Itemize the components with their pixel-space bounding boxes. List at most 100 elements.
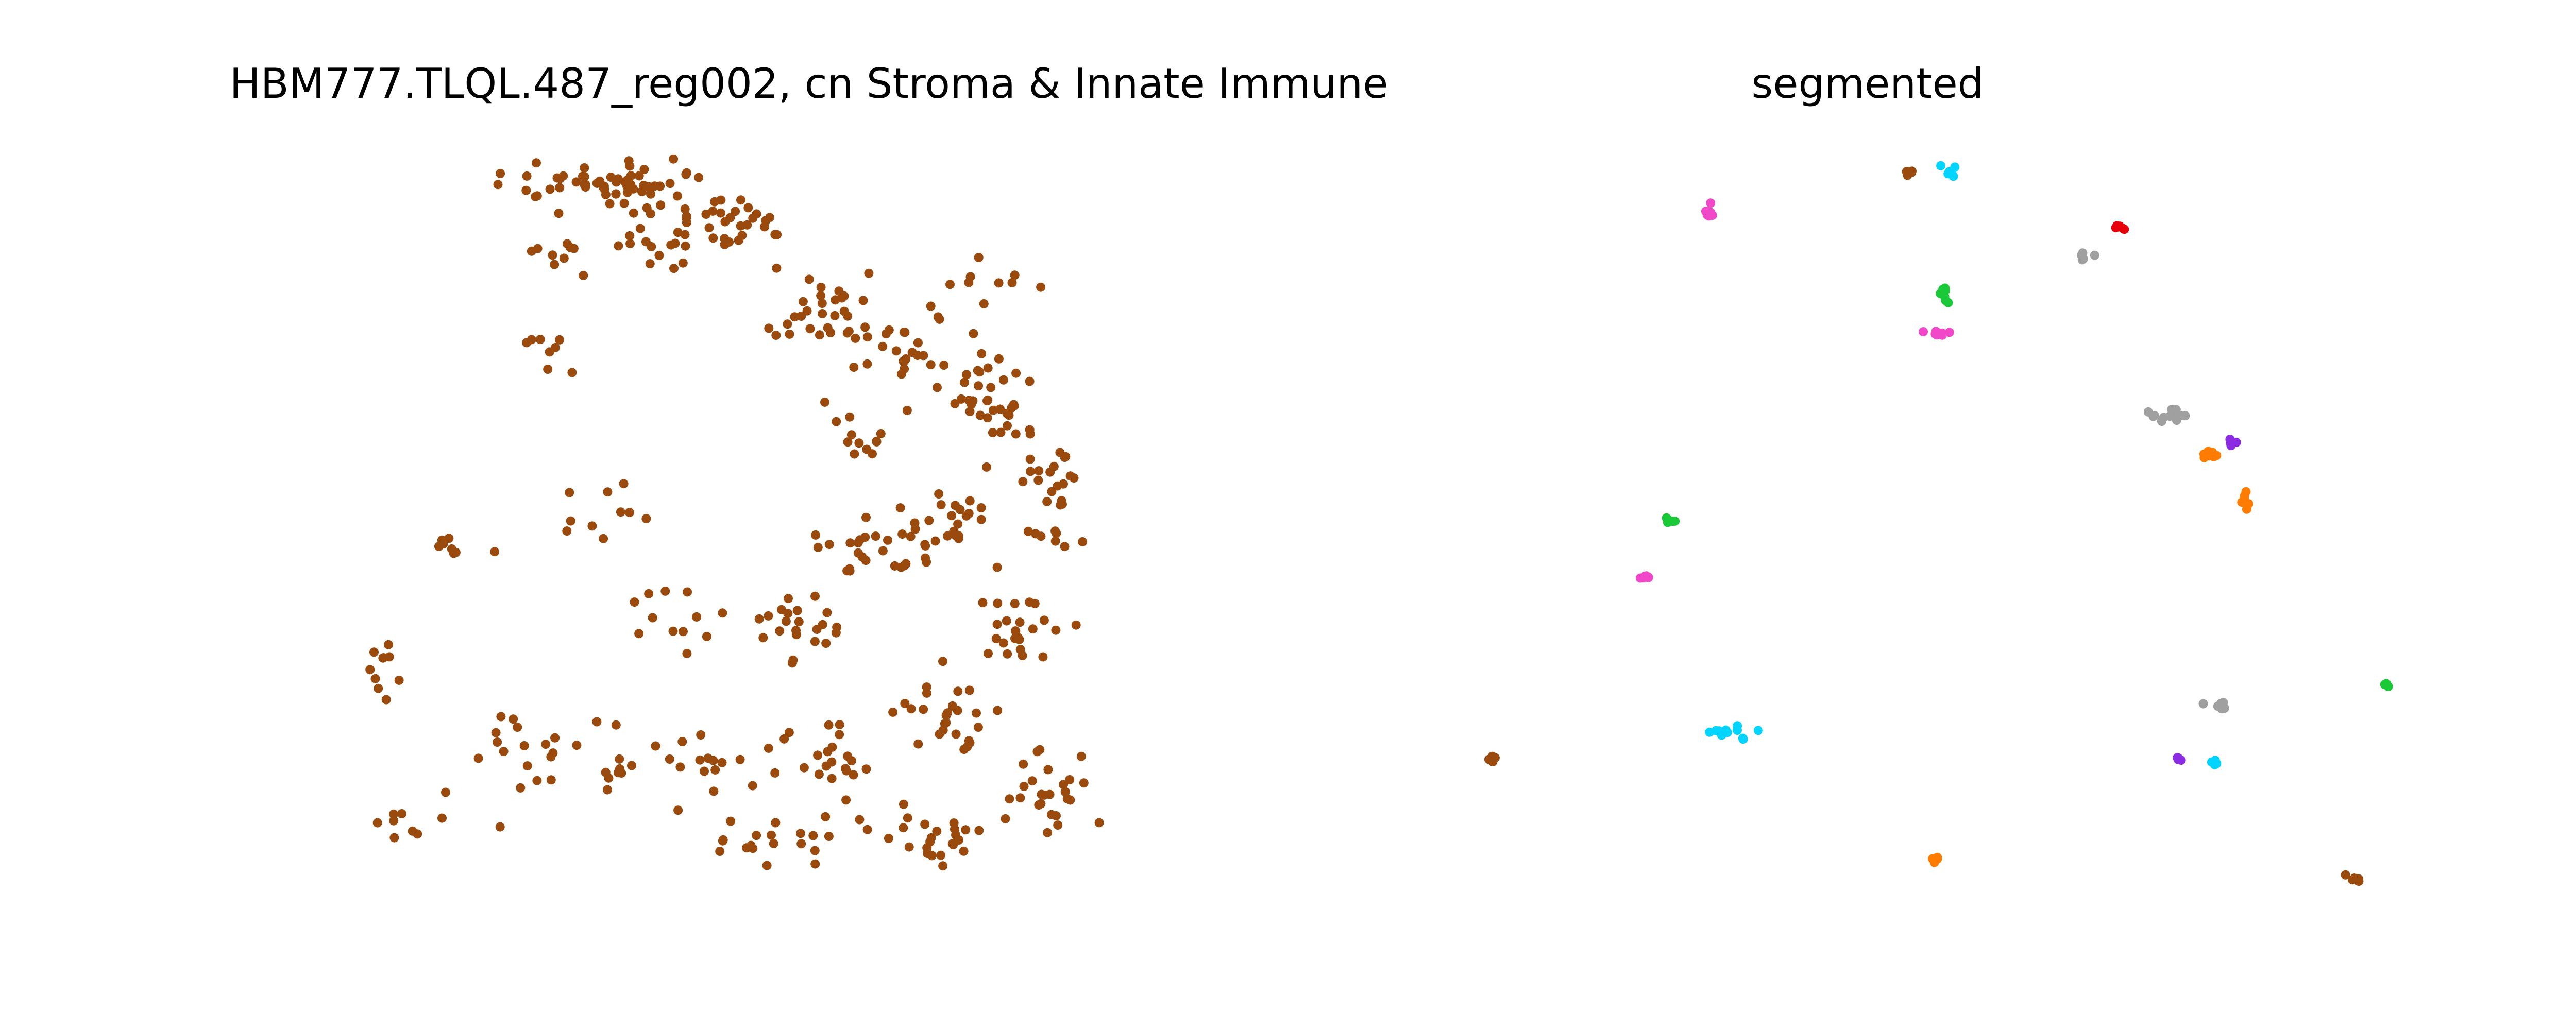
scatter-point <box>1030 598 1040 608</box>
scatter-point <box>708 233 718 243</box>
scatter-point <box>862 332 872 342</box>
scatter-point <box>998 638 1008 648</box>
scatter-point <box>521 185 531 195</box>
scatter-point <box>630 597 639 607</box>
scatter-point <box>991 634 1001 643</box>
scatter-point <box>779 734 789 744</box>
scatter-point <box>625 231 635 241</box>
scatter-point <box>930 536 940 546</box>
scatter-point <box>882 329 891 339</box>
scatter-point <box>682 168 691 178</box>
scatter-point <box>1053 820 1063 830</box>
scatter-point <box>845 538 855 548</box>
right-points-group <box>1484 161 2393 886</box>
scatter-point <box>976 514 986 524</box>
scatter-point <box>1094 818 1104 828</box>
scatter-point <box>716 208 725 218</box>
scatter-point <box>951 729 961 739</box>
scatter-point <box>1039 790 1049 800</box>
scatter-point <box>813 542 823 552</box>
scatter-point <box>550 343 560 352</box>
scatter-point <box>634 629 644 639</box>
scatter-point <box>1026 467 1036 476</box>
scatter-point <box>832 417 841 426</box>
scatter-point <box>878 341 888 351</box>
scatter-point <box>1004 410 1014 420</box>
scatter-point <box>974 826 984 835</box>
scatter-point <box>720 217 730 227</box>
scatter-point <box>813 750 823 760</box>
segment-point <box>2205 451 2214 461</box>
scatter-point <box>599 534 608 543</box>
scatter-point <box>370 674 380 683</box>
scatter-point <box>1059 479 1068 489</box>
scatter-point <box>824 720 834 730</box>
scatter-point <box>748 781 757 791</box>
scatter-point <box>907 348 917 357</box>
scatter-point <box>976 503 986 512</box>
scatter-point <box>541 740 551 749</box>
scatter-point <box>835 730 844 740</box>
scatter-point <box>781 616 791 626</box>
scatter-point <box>499 747 509 757</box>
scatter-point <box>785 329 794 339</box>
scatter-point <box>1065 775 1075 784</box>
segment-point <box>2148 411 2158 421</box>
scatter-point <box>567 368 577 377</box>
segment-point <box>1940 283 1950 293</box>
scatter-point <box>603 487 613 497</box>
scatter-point <box>623 175 633 185</box>
scatter-point <box>1035 745 1045 754</box>
left-panel: HBM777.TLQL.487_reg002, cn Stroma & Inna… <box>230 60 1388 871</box>
scatter-point <box>919 705 928 714</box>
scatter-point <box>1002 616 1011 626</box>
segment-point <box>1930 329 1940 339</box>
scatter-point <box>1060 787 1070 797</box>
scatter-point <box>718 835 728 845</box>
scatter-point <box>776 605 786 614</box>
scatter-point <box>548 250 557 260</box>
left-panel-title: HBM777.TLQL.487_reg002, cn Stroma & Inna… <box>230 60 1388 108</box>
scatter-point <box>939 360 949 370</box>
scatter-point <box>973 366 982 375</box>
scatter-point <box>858 296 868 305</box>
segment-point <box>1919 327 1928 337</box>
segment-point <box>2120 225 2129 234</box>
scatter-point <box>389 809 399 819</box>
scatter-point <box>666 240 676 250</box>
scatter-point <box>665 754 674 764</box>
segment-point <box>1928 854 1938 864</box>
scatter-point <box>953 706 962 715</box>
scatter-point <box>818 309 827 318</box>
scatter-point <box>1024 526 1033 536</box>
scatter-point <box>926 360 936 370</box>
scatter-point <box>1025 454 1035 464</box>
scatter-point <box>532 158 541 168</box>
segment-point <box>2240 494 2249 504</box>
scatter-point <box>820 397 829 407</box>
scatter-point <box>441 787 450 797</box>
scatter-point <box>680 204 690 214</box>
scatter-point <box>1042 496 1052 506</box>
scatter-point <box>795 829 805 838</box>
scatter-point <box>1051 625 1061 635</box>
scatter-point <box>394 675 404 685</box>
scatter-point <box>559 253 569 263</box>
scatter-point <box>951 830 960 840</box>
scatter-point <box>804 274 814 284</box>
scatter-point <box>900 364 909 374</box>
scatter-point <box>796 839 806 849</box>
scatter-point <box>978 598 988 608</box>
scatter-point <box>890 561 900 571</box>
scatter-point <box>646 209 655 219</box>
scatter-point <box>678 258 688 268</box>
scatter-point <box>810 637 820 646</box>
scatter-point <box>910 518 920 528</box>
segment-point <box>1643 572 1653 582</box>
scatter-point <box>849 770 858 780</box>
scatter-point <box>968 396 978 406</box>
scatter-point <box>605 199 615 209</box>
scatter-point <box>843 311 853 321</box>
scatter-point <box>682 211 691 221</box>
